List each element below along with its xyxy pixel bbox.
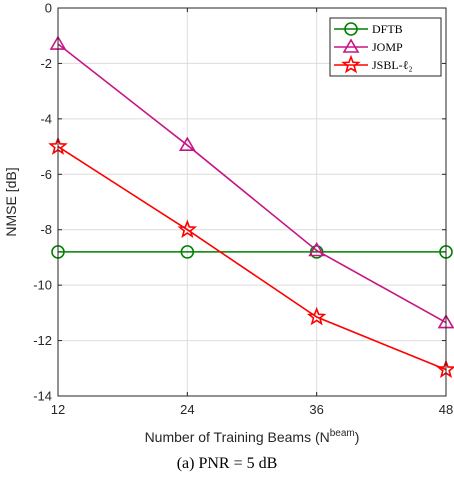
data-point-triangle xyxy=(178,136,196,151)
x-tick-label: 48 xyxy=(439,402,453,417)
x-axis-label: Number of Training Beams (Nbeam) xyxy=(145,428,360,445)
data-point-circle xyxy=(180,245,195,259)
x-tick-label: 12 xyxy=(51,402,65,417)
legend-marker-circle xyxy=(344,22,358,36)
data-point-star xyxy=(177,219,198,239)
x-axis-label-main: Number of Training Beams (N xyxy=(145,429,330,445)
y-tick-label: 0 xyxy=(45,1,52,16)
figure-caption: (a) PNR = 5 dB xyxy=(176,455,278,472)
legend-marker-triangle xyxy=(342,38,360,53)
y-axis-label: NMSE [dB] xyxy=(3,167,19,236)
data-point-triangle xyxy=(308,241,326,257)
plot-frame xyxy=(57,7,447,397)
legend: DFTB JOMP JSBL-ℓ₂ xyxy=(329,17,442,77)
y-tick-label: -14 xyxy=(33,389,52,404)
legend-label: DFTB xyxy=(372,22,403,36)
y-tick-label: -12 xyxy=(33,333,52,348)
series-markers xyxy=(48,35,454,378)
series-lines xyxy=(57,43,447,371)
series-line-triangle xyxy=(57,43,447,324)
y-tick-label: -6 xyxy=(40,167,52,182)
y-tick-label: -10 xyxy=(33,278,52,293)
x-axis-label-close: ) xyxy=(355,429,360,445)
legend-label: JOMP xyxy=(372,40,403,54)
x-axis-label-sup: beam xyxy=(330,428,355,439)
legend-label: JSBL-ℓ₂ xyxy=(372,58,413,72)
data-point-star xyxy=(306,306,327,326)
tick-labels: 12 24 36 48 0 -2 -4 -6 -8 -10 -12 -14 xyxy=(33,1,453,418)
y-tick-label: -4 xyxy=(40,111,52,126)
legend-marker-star xyxy=(341,54,361,74)
data-point-circle xyxy=(309,245,324,259)
series-line-star xyxy=(57,145,447,371)
x-tick-label: 36 xyxy=(309,402,323,417)
y-tick-label: -8 xyxy=(40,222,52,237)
x-tick-label: 24 xyxy=(180,402,194,417)
y-tick-label: -2 xyxy=(40,56,52,71)
